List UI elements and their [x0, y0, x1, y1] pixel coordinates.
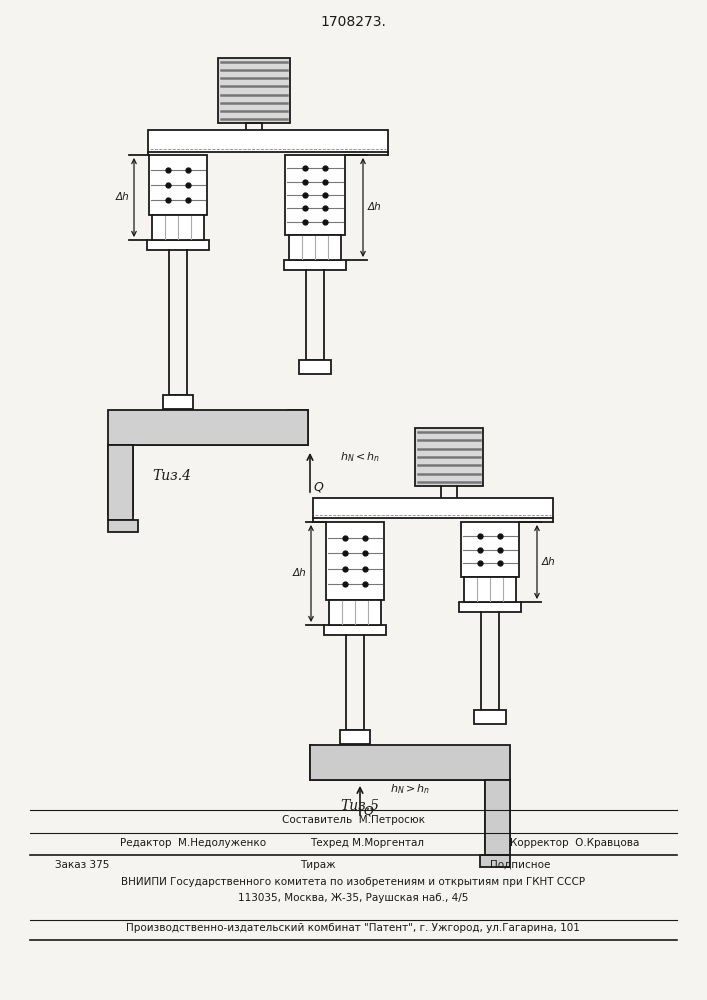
Bar — [324, 625, 386, 635]
Bar — [108, 410, 308, 445]
Text: Δh: Δh — [542, 557, 556, 567]
Bar — [108, 520, 138, 532]
Bar — [459, 602, 521, 612]
Bar — [326, 522, 384, 600]
Text: Подписное: Подписное — [490, 860, 550, 870]
Bar — [284, 260, 346, 270]
Text: Корректор  О.Кравцова: Корректор О.Кравцова — [510, 838, 639, 848]
Text: Δh: Δh — [292, 568, 306, 578]
Text: Редактор  М.Недолуженко: Редактор М.Недолуженко — [120, 838, 266, 848]
Text: 113035, Москва, Ж-35, Раушская наб., 4/5: 113035, Москва, Ж-35, Раушская наб., 4/5 — [238, 893, 468, 903]
Bar — [310, 745, 510, 780]
Bar — [313, 498, 553, 518]
Text: Заказ 375: Заказ 375 — [55, 860, 110, 870]
Bar — [461, 522, 519, 577]
Bar — [108, 445, 133, 520]
Bar — [149, 155, 207, 215]
Text: 1708273.: 1708273. — [320, 15, 386, 29]
Text: Τиз.4: Τиз.4 — [152, 469, 191, 483]
Text: ВНИИПИ Государственного комитета по изобретениям и открытиям при ГКНТ СССР: ВНИИПИ Государственного комитета по изоб… — [121, 877, 585, 887]
Text: Составитель  М.Петросюк: Составитель М.Петросюк — [281, 815, 424, 825]
Bar — [147, 240, 209, 250]
Bar — [480, 855, 510, 867]
Bar — [340, 730, 370, 744]
Bar — [163, 395, 193, 409]
Bar — [285, 155, 345, 235]
Text: $h_N{<}h_n$: $h_N{<}h_n$ — [340, 450, 380, 464]
Bar — [415, 428, 483, 486]
Polygon shape — [108, 410, 308, 515]
Text: Δh: Δh — [115, 192, 129, 202]
Bar — [148, 130, 388, 152]
Text: Δh: Δh — [368, 202, 382, 213]
Text: Τиз.5: Τиз.5 — [340, 799, 379, 813]
Bar — [329, 600, 381, 625]
Bar — [218, 58, 290, 123]
Text: Тираж: Тираж — [300, 860, 336, 870]
Text: Производственно-издательский комбинат "Патент", г. Ужгород, ул.Гагарина, 101: Производственно-издательский комбинат "П… — [126, 923, 580, 933]
Text: Q: Q — [313, 480, 323, 493]
Bar — [485, 780, 510, 855]
Text: Техред М.Моргентал: Техред М.Моргентал — [310, 838, 424, 848]
Bar — [464, 577, 516, 602]
Bar — [152, 215, 204, 240]
Text: Q: Q — [363, 804, 373, 817]
Polygon shape — [310, 745, 510, 850]
Bar — [289, 235, 341, 260]
Bar — [474, 710, 506, 724]
Bar — [299, 360, 331, 374]
Text: $h_N{>}h_n$: $h_N{>}h_n$ — [390, 782, 431, 796]
